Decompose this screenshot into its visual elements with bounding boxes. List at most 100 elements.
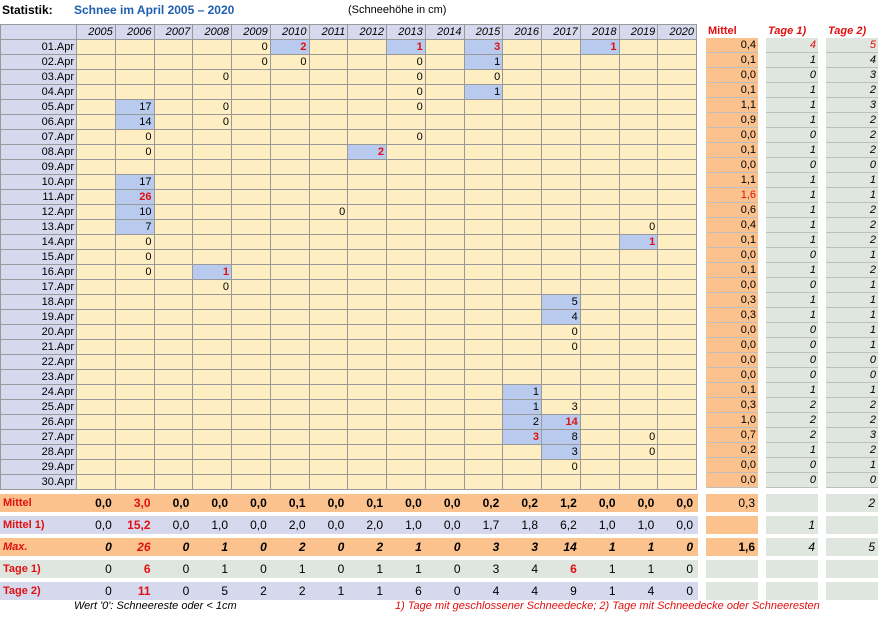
snow-cell bbox=[192, 294, 232, 310]
snow-cell bbox=[424, 354, 465, 370]
snow-cell bbox=[269, 414, 310, 430]
snow-cell bbox=[657, 189, 697, 205]
snow-cell bbox=[269, 144, 310, 160]
snow-cell bbox=[269, 204, 310, 220]
snow-cell bbox=[114, 414, 155, 430]
snow-cell bbox=[114, 54, 155, 70]
snow-cell bbox=[541, 84, 581, 100]
snow-cell bbox=[502, 339, 542, 355]
date-label: 22.Apr bbox=[0, 354, 77, 370]
snow-cell bbox=[347, 174, 387, 190]
snow-cell bbox=[579, 54, 620, 70]
snow-cell bbox=[153, 69, 194, 85]
summary-row: Tage 1) 0 6 0 1 0 1 0 1 1 0 3 4 6 1 1 0 bbox=[0, 560, 878, 578]
summary-cell: 0,1 bbox=[288, 496, 306, 510]
snow-cell bbox=[424, 324, 465, 340]
snow-cell bbox=[579, 414, 620, 430]
snow-cell bbox=[153, 444, 194, 460]
snow-cell bbox=[541, 219, 581, 235]
snow-cell bbox=[463, 114, 504, 130]
snow-cell bbox=[114, 294, 155, 310]
snow-cell bbox=[308, 159, 349, 175]
snow-cell bbox=[192, 144, 232, 160]
summary-cell: 0 bbox=[182, 540, 190, 554]
snow-cell bbox=[269, 189, 310, 205]
snow-cell bbox=[502, 54, 542, 70]
snow-cell bbox=[579, 84, 620, 100]
snow-cell bbox=[231, 339, 271, 355]
snow-cell: 0 bbox=[192, 279, 232, 295]
summary-row: Mittel 0,0 3,0 0,0 0,0 0,0 0,1 0,0 0,1 0,0 0,0 0,2 0… bbox=[0, 494, 878, 512]
date-label: 13.Apr bbox=[0, 219, 77, 235]
snow-cell bbox=[657, 84, 697, 100]
snow-cell bbox=[308, 189, 349, 205]
snow-cell bbox=[153, 474, 194, 490]
summary-cell: 1,0 bbox=[211, 518, 228, 532]
tage1-cell: 1 bbox=[766, 172, 818, 188]
snow-cell bbox=[657, 234, 697, 250]
snow-cell bbox=[463, 324, 504, 340]
snow-cell bbox=[192, 459, 232, 475]
snow-cell bbox=[114, 384, 155, 400]
summary-cell: 15,2 bbox=[127, 518, 151, 532]
snow-cell bbox=[269, 234, 310, 250]
snow-cell bbox=[231, 384, 271, 400]
tage2-cell: 1 bbox=[826, 322, 878, 338]
tage1-cell: 1 bbox=[766, 97, 818, 113]
snow-cell: 1 bbox=[618, 234, 659, 250]
snow-cell bbox=[269, 114, 310, 130]
snow-cell bbox=[76, 444, 116, 460]
snow-cell bbox=[386, 234, 426, 250]
snow-cell bbox=[76, 324, 116, 340]
snow-cell bbox=[541, 174, 581, 190]
year-header: 2006 bbox=[114, 24, 155, 40]
tage1-cell: 0 bbox=[766, 352, 818, 368]
table-row: 07.Apr 0 0 bbox=[0, 129, 697, 145]
snow-cell bbox=[308, 369, 349, 385]
snow-cell bbox=[76, 309, 116, 325]
snow-cell bbox=[269, 69, 310, 85]
summary-cell: 0 bbox=[337, 540, 345, 554]
year-header: 2019 bbox=[618, 24, 659, 40]
unit-note: (Schneehöhe in cm) bbox=[348, 4, 447, 16]
snow-cell bbox=[153, 114, 194, 130]
snow-cell bbox=[502, 294, 542, 310]
snow-cell bbox=[657, 249, 697, 265]
summary-cell: 1 bbox=[608, 562, 616, 576]
snow-cell bbox=[386, 264, 426, 280]
snow-cell bbox=[386, 294, 426, 310]
snow-cell bbox=[463, 444, 504, 460]
year-header: 2005 bbox=[76, 24, 116, 40]
snow-cell bbox=[618, 354, 659, 370]
summary-row: Max. 0 26 0 1 0 2 0 2 1 0 3 3 14 1 1 0 1,6 4 5 bbox=[0, 538, 878, 556]
snow-cell bbox=[424, 369, 465, 385]
mittel-cell: 1,6 bbox=[706, 187, 758, 203]
tage1-cell: 0 bbox=[766, 367, 818, 383]
summary-cell: 2 bbox=[298, 584, 306, 598]
mittel-cell: 0,3 bbox=[706, 307, 758, 323]
snow-cell bbox=[114, 69, 155, 85]
summary-m-cell: 1,6 bbox=[706, 538, 758, 556]
snow-cell bbox=[76, 204, 116, 220]
snow-cell bbox=[231, 219, 271, 235]
snow-cell bbox=[424, 309, 465, 325]
snow-cell bbox=[386, 414, 426, 430]
year-header: 2017 bbox=[541, 24, 581, 40]
snow-cell bbox=[502, 159, 542, 175]
snow-cell bbox=[579, 444, 620, 460]
snow-cell bbox=[386, 369, 426, 385]
snow-cell bbox=[657, 159, 697, 175]
mittel-cell: 0,3 bbox=[706, 292, 758, 308]
summary-t2-cell bbox=[826, 516, 878, 534]
date-label: 07.Apr bbox=[0, 129, 77, 145]
snow-cell bbox=[76, 159, 116, 175]
tage1-cell: 4 bbox=[766, 38, 818, 53]
tage2-cell: 2 bbox=[826, 202, 878, 218]
snow-cell bbox=[347, 459, 387, 475]
table-row: 04.Apr 0 1 bbox=[0, 84, 697, 100]
summary-cell: 0,0 bbox=[95, 518, 112, 532]
snow-cell bbox=[308, 309, 349, 325]
tage1-cell: 0 bbox=[766, 337, 818, 353]
snow-cell bbox=[424, 249, 465, 265]
mittel-cell: 0,0 bbox=[706, 127, 758, 143]
